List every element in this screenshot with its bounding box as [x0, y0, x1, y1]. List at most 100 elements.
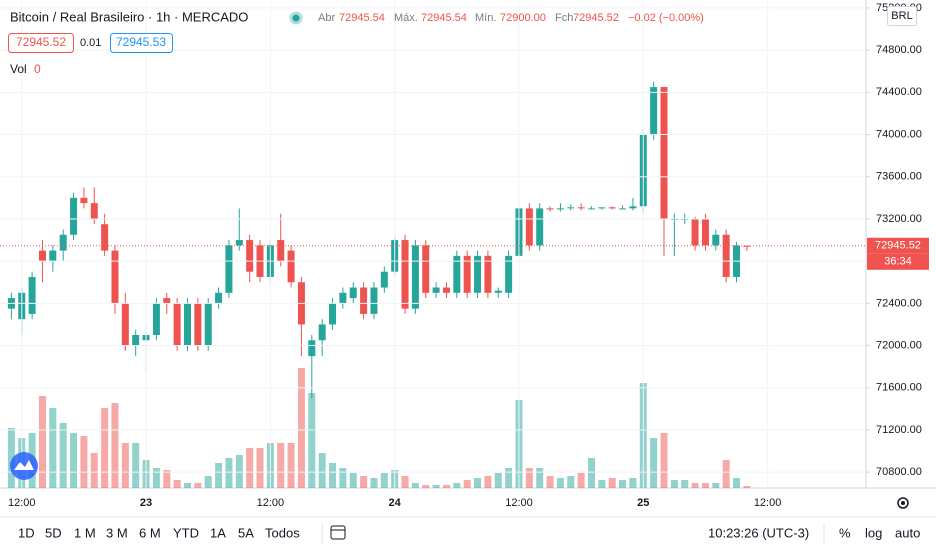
range-button[interactable]: 5D — [45, 525, 62, 540]
market-status — [289, 11, 303, 25]
candle-body — [422, 245, 430, 293]
range-button[interactable]: 1D — [18, 525, 35, 540]
volume-bar — [432, 485, 440, 488]
volume-bar — [235, 455, 243, 488]
volume-bar — [691, 483, 699, 488]
range-button[interactable]: 3 M — [106, 525, 128, 540]
candle-body — [453, 255, 461, 293]
candle-body — [59, 234, 67, 251]
volume-bar — [505, 468, 513, 488]
candle-body — [660, 87, 668, 219]
ask-badge[interactable] — [110, 33, 173, 53]
y-tick-label: 70800.00 — [876, 466, 922, 478]
volume-bar — [474, 478, 482, 488]
candle-body — [743, 245, 751, 247]
volume-bar — [225, 458, 233, 488]
volume-bar — [163, 470, 171, 488]
volume-bar — [660, 433, 668, 488]
candle-body — [173, 303, 181, 346]
volume-bar — [463, 480, 471, 488]
percent-toggle[interactable]: % — [839, 525, 851, 540]
symbol-title: Bitcoin / Real Brasileiro · 1h · MERCADO — [10, 9, 248, 24]
candle-body — [277, 240, 285, 262]
volume-bar — [743, 486, 751, 488]
volume-bar — [339, 468, 347, 488]
volume-value: 0 — [34, 62, 41, 76]
range-button[interactable]: 6 M — [139, 525, 161, 540]
volume-bar — [494, 473, 502, 488]
y-tick-label: 71200.00 — [876, 424, 922, 436]
candle-body — [38, 250, 46, 262]
candle-body — [494, 290, 502, 293]
candle-body — [49, 250, 57, 262]
candle-body — [567, 207, 575, 209]
candle-body — [225, 245, 233, 293]
candle-body — [650, 87, 658, 135]
y-tick-label: 71600.00 — [876, 382, 922, 394]
y-tick-label: 74400.00 — [876, 86, 922, 98]
auto-toggle[interactable]: auto — [895, 525, 920, 540]
currency-box[interactable] — [887, 6, 917, 26]
range-button[interactable]: Todos — [265, 525, 300, 540]
candle-body — [163, 298, 171, 304]
volume-bar — [587, 458, 595, 488]
volume-bar — [287, 443, 295, 488]
volume-bar — [556, 478, 564, 488]
volume-bar — [442, 485, 450, 488]
candle-body — [619, 208, 627, 210]
volume-bar — [484, 476, 492, 488]
volume-bar — [256, 448, 264, 488]
volume-bar — [308, 393, 316, 488]
volume-bar — [329, 463, 337, 488]
candle-body — [80, 197, 88, 204]
x-tick-label: 12:00 — [257, 497, 285, 509]
countdown: 36:34 — [884, 256, 912, 268]
candle-body — [121, 303, 129, 346]
candle-body — [608, 207, 616, 209]
candle-body — [411, 245, 419, 309]
volume-bar — [453, 483, 461, 488]
legend-value: 72945.52 — [573, 12, 619, 24]
candle-body — [215, 292, 223, 304]
volume-bar — [173, 480, 181, 488]
candle-body — [432, 287, 440, 293]
clock: 10:23:26 (UTC-3) — [708, 525, 809, 540]
last-price-tag — [867, 237, 929, 254]
legend-value: 72945.54 — [339, 12, 385, 24]
candle-body — [111, 250, 119, 304]
candle-body — [246, 240, 254, 272]
calendar-icon[interactable] — [330, 525, 346, 540]
y-tick-label: 74000.00 — [876, 128, 922, 140]
volume-bar — [608, 478, 616, 488]
volume-bar — [152, 468, 160, 488]
volume-bar — [132, 443, 140, 488]
settings-icon[interactable] — [897, 497, 909, 509]
range-button[interactable]: 1A — [210, 525, 226, 540]
candle-body — [442, 287, 450, 293]
candle-body — [235, 240, 243, 246]
candle-body — [360, 287, 368, 314]
range-button[interactable]: YTD — [173, 525, 199, 540]
candle-body — [308, 340, 316, 357]
volume-bar — [111, 403, 119, 488]
volume-bar — [712, 483, 720, 488]
range-button[interactable]: 1 M — [74, 525, 96, 540]
volume-bar — [722, 460, 730, 488]
candle-body — [204, 303, 212, 346]
log-toggle[interactable]: log — [865, 525, 882, 540]
volume-bar — [215, 463, 223, 488]
candle-body — [329, 303, 337, 325]
candle-body — [318, 324, 326, 341]
candle-body — [349, 287, 357, 299]
bid-badge[interactable] — [8, 33, 74, 53]
y-tick-label: 73600.00 — [876, 171, 922, 183]
volume-bar — [204, 476, 212, 488]
volume-bar — [360, 476, 368, 488]
candle-body — [463, 255, 471, 293]
volume-bar — [411, 483, 419, 488]
volume-bar — [567, 476, 575, 488]
candle-body — [577, 207, 585, 209]
axis-layer: 70800.00 71200.00 71600.00 72000.00 72400.00… — [0, 0, 929, 509]
x-tick-label: 24 — [389, 497, 402, 509]
range-button[interactable]: 5A — [238, 525, 254, 540]
